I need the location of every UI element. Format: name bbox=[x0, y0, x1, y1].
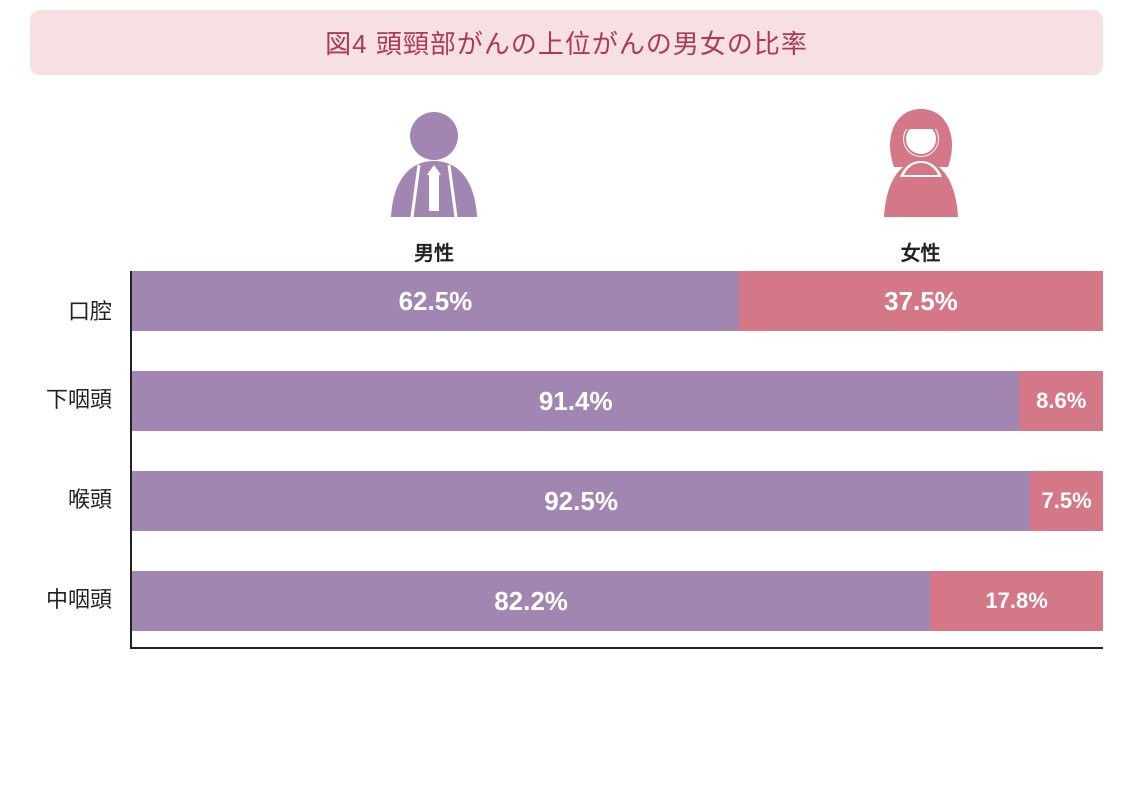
category-label: 口腔 bbox=[30, 271, 130, 348]
legend-female-label: 女性 bbox=[901, 237, 941, 266]
chart-title: 図4 頭頸部がんの上位がんの男女の比率 bbox=[325, 29, 808, 59]
legend-male-label: 男性 bbox=[414, 237, 454, 266]
bar-segment-male: 92.5% bbox=[132, 471, 1030, 531]
chart-area: 口腔下咽頭喉頭中咽頭 62.5%37.5% 91.4%8.6% 92.5%7.5% 8… bbox=[30, 271, 1103, 649]
bar-segment-female: 17.8% bbox=[930, 571, 1103, 631]
category-label: 中咽頭 bbox=[30, 548, 130, 648]
legend-female: 女性 bbox=[866, 101, 976, 266]
bar-segment-female: 37.5% bbox=[739, 271, 1103, 331]
legend-male: 男性 bbox=[379, 101, 489, 266]
bar-segment-female: 7.5% bbox=[1030, 471, 1103, 531]
bar-row: 91.4%8.6% bbox=[132, 371, 1103, 431]
legend-row: 男性 女性 bbox=[130, 101, 1103, 271]
female-icon bbox=[866, 101, 976, 231]
bar-segment-female: 8.6% bbox=[1019, 371, 1103, 431]
category-label: 喉頭 bbox=[30, 448, 130, 548]
bar-row: 82.2%17.8% bbox=[132, 571, 1103, 631]
bar-segment-male: 91.4% bbox=[132, 371, 1019, 431]
plot-area: 62.5%37.5% 91.4%8.6% 92.5%7.5% 82.2%17.8% bbox=[130, 271, 1103, 649]
bar-segment-male: 82.2% bbox=[132, 571, 930, 631]
y-axis-labels: 口腔下咽頭喉頭中咽頭 bbox=[30, 271, 130, 649]
bar-row: 92.5%7.5% bbox=[132, 471, 1103, 531]
chart-title-banner: 図4 頭頸部がんの上位がんの男女の比率 bbox=[30, 10, 1103, 75]
bar-segment-male: 62.5% bbox=[132, 271, 739, 331]
male-icon bbox=[379, 101, 489, 231]
bar-row: 62.5%37.5% bbox=[132, 271, 1103, 331]
category-label: 下咽頭 bbox=[30, 348, 130, 448]
